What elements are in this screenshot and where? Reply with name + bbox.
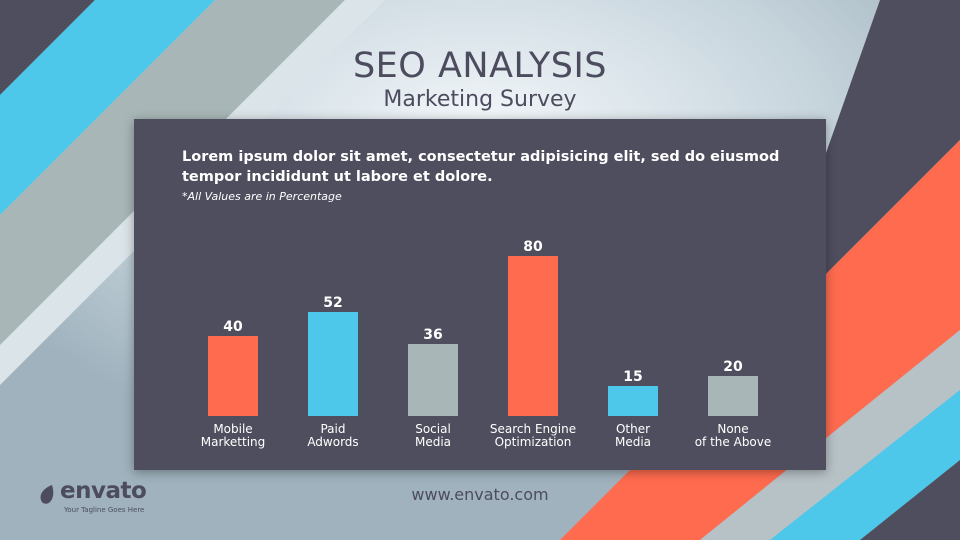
chart-panel: Lorem ipsum dolor sit amet, consectetur … — [134, 119, 826, 470]
tick-label-5: None of the Above — [695, 422, 772, 449]
tick-label-2: Social Media — [415, 422, 451, 449]
bar-chart: 40 Mobile Marketting 52 Paid Adwords 36 Social M… — [201, 239, 772, 449]
stripe-dark-corner — [860, 460, 960, 540]
footer-url: www.envato.com — [411, 485, 549, 504]
tick-label-3: Search Engine Optimization — [490, 422, 576, 449]
data-label-5: 20 — [723, 359, 743, 375]
tick-label-1: Paid Adwords — [307, 422, 358, 449]
stripe-blue-right — [770, 390, 960, 540]
data-label-1: 52 — [323, 295, 342, 311]
tick-label-4: Other Media — [615, 422, 651, 449]
bar-1 — [308, 312, 358, 416]
panel-description: Lorem ipsum dolor sit amet, consectetur … — [182, 149, 780, 185]
bar-5 — [708, 376, 758, 416]
envato-logo: envato Your Tagline Goes Here — [38, 478, 178, 520]
data-label-3: 80 — [523, 239, 543, 255]
data-label-2: 36 — [423, 327, 442, 343]
stripe-gray-right — [700, 330, 960, 540]
logo-tagline: Your Tagline Goes Here — [64, 506, 145, 514]
values-note: *All Values are in Percentage — [182, 190, 342, 203]
bar-0 — [208, 336, 258, 416]
logo-wordmark: envato — [60, 478, 147, 504]
page-subtitle: Marketing Survey — [383, 87, 577, 112]
page-title: SEO ANALYSIS — [352, 46, 608, 86]
bar-2 — [408, 344, 458, 416]
bar-3 — [508, 256, 558, 416]
bar-4 — [608, 386, 658, 416]
data-label-4: 15 — [623, 369, 642, 385]
tick-label-0: Mobile Marketting — [201, 422, 266, 449]
leaf-icon — [40, 485, 54, 504]
data-label-0: 40 — [223, 319, 243, 335]
